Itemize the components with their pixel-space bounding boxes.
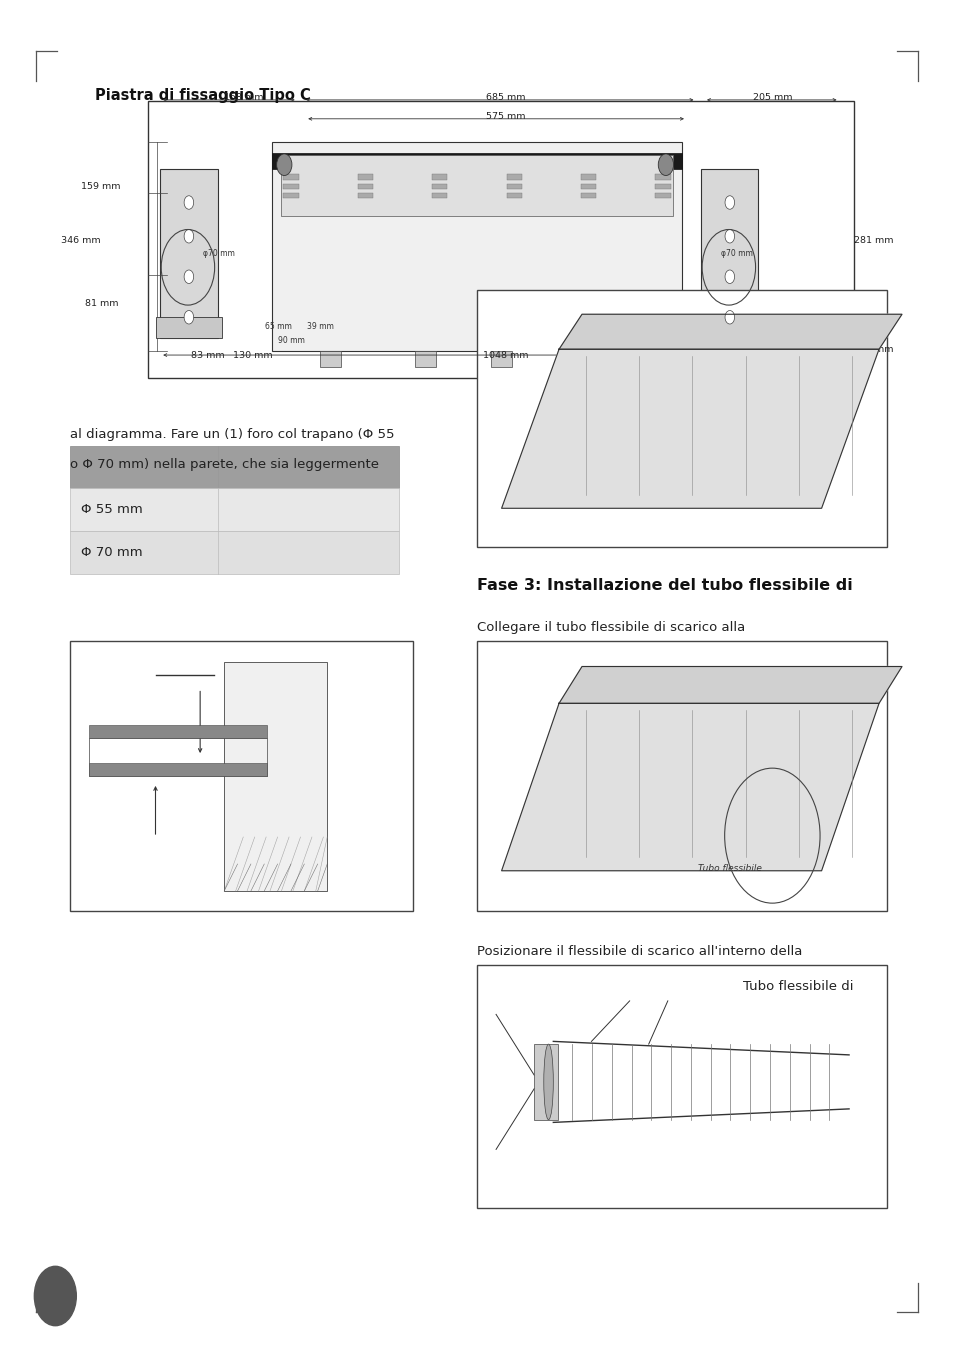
Bar — [506, 174, 521, 180]
Circle shape — [658, 154, 673, 176]
Circle shape — [184, 310, 193, 324]
Text: 575 mm: 575 mm — [485, 112, 525, 120]
Bar — [534, 1044, 558, 1119]
Text: 159 mm: 159 mm — [81, 182, 120, 190]
Bar — [432, 184, 447, 189]
Bar — [272, 142, 681, 351]
Text: 130 mm: 130 mm — [233, 351, 273, 360]
Circle shape — [184, 230, 193, 243]
Bar — [506, 193, 521, 198]
Text: Fase 3: Installazione del tubo flessibile di: Fase 3: Installazione del tubo flessibil… — [476, 578, 852, 593]
Text: Φ 55 mm: Φ 55 mm — [81, 502, 143, 516]
Text: 55 mm: 55 mm — [650, 323, 677, 331]
Bar — [155, 317, 222, 338]
Bar — [700, 169, 758, 338]
Text: 65 mm: 65 mm — [265, 323, 292, 331]
Text: 205 mm: 205 mm — [752, 93, 792, 101]
Bar — [476, 641, 886, 911]
Bar — [70, 487, 398, 531]
Text: 1048 mm: 1048 mm — [482, 351, 528, 360]
Circle shape — [184, 196, 193, 209]
Bar — [357, 174, 373, 180]
Text: 90 mm: 90 mm — [642, 336, 669, 344]
Text: al diagramma. Fare un (1) foro col trapano (Φ 55: al diagramma. Fare un (1) foro col trapa… — [70, 428, 394, 441]
Text: φ70 mm: φ70 mm — [720, 250, 752, 258]
Circle shape — [276, 154, 292, 176]
Polygon shape — [501, 703, 878, 871]
Circle shape — [724, 196, 734, 209]
Text: φ70 mm: φ70 mm — [203, 250, 235, 258]
Bar — [696, 317, 762, 338]
Ellipse shape — [543, 1044, 553, 1119]
Text: 346 mm: 346 mm — [61, 236, 101, 244]
Polygon shape — [558, 667, 901, 703]
Polygon shape — [558, 315, 901, 350]
Bar — [580, 193, 596, 198]
Bar — [224, 662, 327, 891]
Bar — [89, 763, 267, 776]
Text: Posizionare il flessibile di scarico all'interno della: Posizionare il flessibile di scarico all… — [476, 945, 801, 958]
Text: 158 mm: 158 mm — [223, 93, 263, 101]
Text: 94 mm: 94 mm — [702, 351, 737, 360]
Bar — [580, 174, 596, 180]
Circle shape — [724, 270, 734, 284]
Text: 81 mm: 81 mm — [85, 300, 118, 308]
Bar — [432, 174, 447, 180]
Bar — [89, 725, 267, 738]
Circle shape — [184, 270, 193, 284]
Bar — [506, 184, 521, 189]
Bar — [655, 174, 670, 180]
Bar — [70, 531, 398, 574]
Circle shape — [34, 1266, 76, 1326]
Bar — [357, 184, 373, 189]
Bar — [160, 169, 217, 338]
Text: o Φ 70 mm) nella parete, che sia leggermente: o Φ 70 mm) nella parete, che sia leggerm… — [70, 458, 378, 471]
Bar — [655, 193, 670, 198]
Text: Φ 70 mm: Φ 70 mm — [81, 545, 143, 559]
Bar — [415, 351, 436, 367]
Text: 281 mm: 281 mm — [853, 236, 892, 244]
Bar — [432, 193, 447, 198]
Text: Piastra di fissaggio Tipo C: Piastra di fissaggio Tipo C — [95, 88, 311, 103]
Bar — [357, 193, 373, 198]
Text: 166 mm: 166 mm — [853, 346, 892, 354]
Bar — [580, 184, 596, 189]
Polygon shape — [501, 350, 878, 509]
Text: Tubo flessibile: Tubo flessibile — [698, 864, 760, 873]
Circle shape — [724, 310, 734, 324]
Bar — [70, 446, 398, 487]
Bar — [491, 351, 512, 367]
Bar — [70, 641, 413, 911]
Text: 90 mm: 90 mm — [278, 336, 305, 344]
Bar — [272, 153, 681, 169]
Bar — [283, 184, 298, 189]
Bar — [319, 351, 340, 367]
Text: 83 mm: 83 mm — [191, 351, 225, 360]
Bar — [605, 351, 626, 367]
Circle shape — [724, 230, 734, 243]
Bar — [476, 965, 886, 1208]
Bar — [476, 290, 886, 547]
Bar — [655, 184, 670, 189]
Text: 39 mm: 39 mm — [307, 323, 334, 331]
Bar — [283, 193, 298, 198]
Text: Collegare il tubo flessibile di scarico alla: Collegare il tubo flessibile di scarico … — [476, 621, 744, 634]
Bar — [89, 738, 267, 776]
Bar — [283, 174, 298, 180]
Bar — [281, 155, 672, 216]
Text: Tubo flessibile di: Tubo flessibile di — [742, 980, 853, 994]
Bar — [148, 101, 853, 378]
Text: 685 mm: 685 mm — [485, 93, 525, 101]
